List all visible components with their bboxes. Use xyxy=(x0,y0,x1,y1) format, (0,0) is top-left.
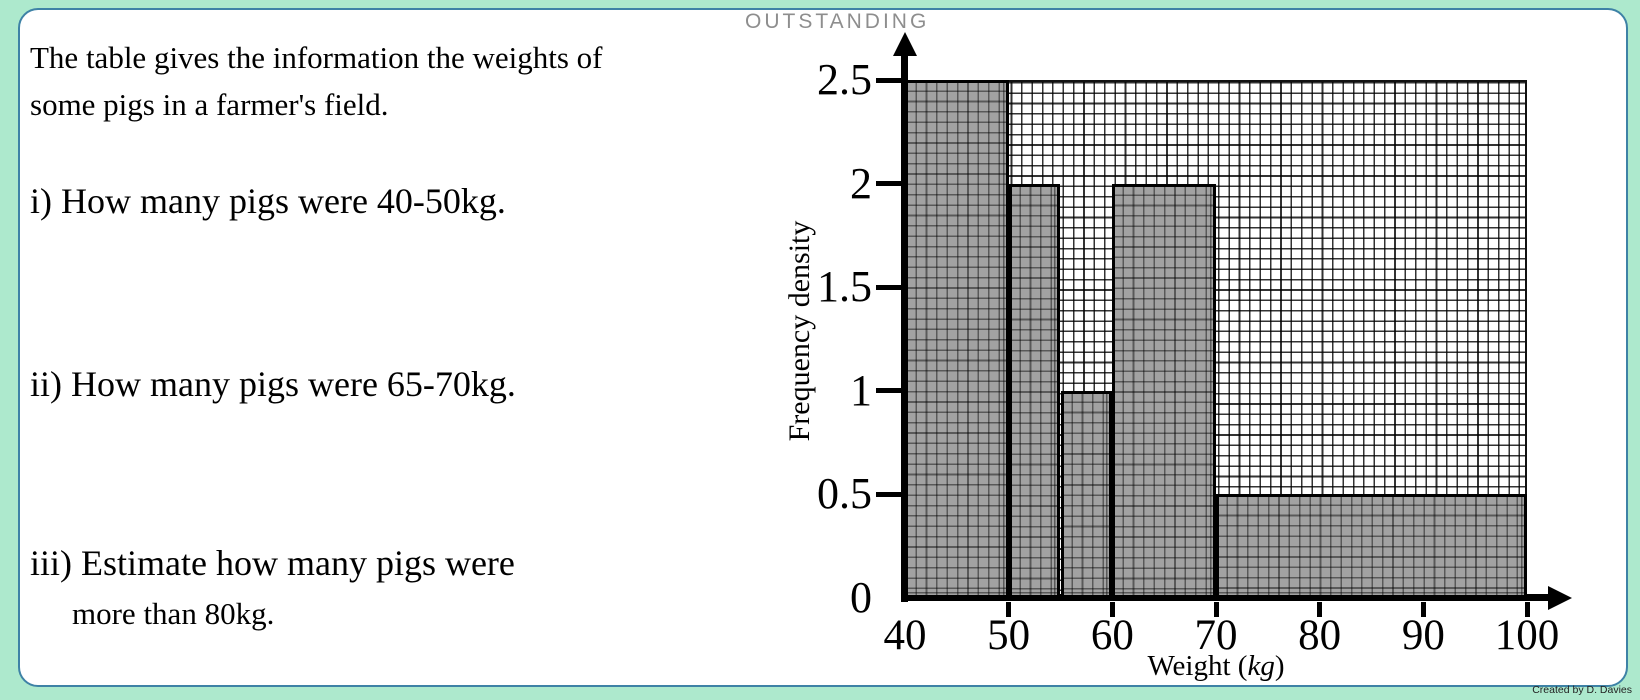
x-tick xyxy=(1006,602,1012,617)
y-tick xyxy=(876,284,905,290)
y-tick xyxy=(876,491,905,497)
histogram-bar xyxy=(1060,390,1113,598)
watermark-text: OUTSTANDING xyxy=(745,10,930,33)
y-tick xyxy=(876,388,905,394)
x-tick-label: 40 xyxy=(883,612,927,659)
y-axis-label: Frequency density xyxy=(783,220,816,442)
y-axis-arrow-icon xyxy=(893,32,917,56)
y-tick xyxy=(876,77,905,83)
question-iii: iii) Estimate how many pigs were xyxy=(30,543,515,583)
x-tick-label: 50 xyxy=(987,612,1031,659)
intro-line-2: some pigs in a farmer's field. xyxy=(30,87,389,122)
x-tick xyxy=(1420,602,1426,617)
intro-line-1: The table gives the information the weig… xyxy=(30,40,603,75)
y-tick-label: 1.5 xyxy=(817,262,872,312)
x-tick-label: 100 xyxy=(1494,612,1560,659)
question-ii: ii) How many pigs were 65-70kg. xyxy=(30,364,516,404)
credit-text: Created by D. Davies xyxy=(1532,684,1632,696)
y-tick-label: 0 xyxy=(850,573,872,622)
y-tick xyxy=(876,181,905,187)
x-tick xyxy=(1213,602,1219,617)
x-axis-label-suffix: ) xyxy=(1274,650,1285,682)
histogram-bar xyxy=(905,80,1009,598)
y-tick-label: 1 xyxy=(850,365,872,415)
y-axis-line xyxy=(901,52,908,602)
x-tick-label: 90 xyxy=(1401,612,1445,659)
histogram-bar xyxy=(1112,183,1216,598)
intro-text: The table gives the information the weig… xyxy=(30,34,603,128)
x-axis-label-prefix: Weight ( xyxy=(1147,650,1248,682)
histogram-bar xyxy=(1216,494,1527,598)
x-tick-label: 80 xyxy=(1298,612,1342,659)
y-tick-label: 2 xyxy=(850,158,872,208)
y-tick-label: 2.5 xyxy=(817,55,872,104)
x-tick xyxy=(1317,602,1323,617)
histogram-bar xyxy=(1008,183,1061,598)
y-tick-label: 0.5 xyxy=(817,469,872,519)
x-tick-label: 70 xyxy=(1194,612,1238,659)
x-tick xyxy=(1524,602,1530,617)
x-tick xyxy=(1109,602,1115,617)
x-axis-arrow-icon xyxy=(1548,586,1572,610)
x-tick-label: 60 xyxy=(1090,612,1134,659)
question-iii-continuation: more than 80kg. xyxy=(72,596,275,631)
x-axis-label-unit: kg xyxy=(1247,650,1275,682)
question-i: i) How many pigs were 40-50kg. xyxy=(30,181,506,221)
x-axis-label: Weight (kg) xyxy=(1066,650,1366,683)
